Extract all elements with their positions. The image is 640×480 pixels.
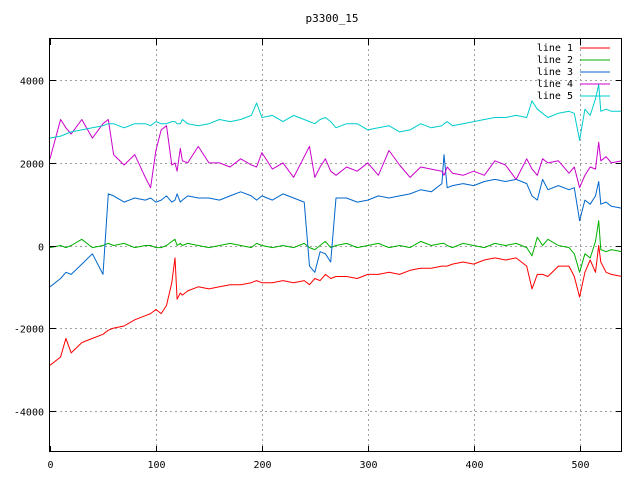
series-line-1 — [49, 245, 623, 366]
legend-label-1: line 1 — [537, 43, 573, 54]
series-line-3 — [49, 154, 623, 288]
legend-label-2: line 2 — [537, 55, 573, 66]
x-tick-label: 500 — [571, 460, 589, 471]
series-line-4 — [49, 119, 623, 189]
x-tick-label: 200 — [253, 460, 271, 471]
chart-title: p3300_15 — [306, 12, 359, 25]
series-line-5 — [49, 83, 622, 141]
x-tick-label: 0 — [47, 460, 53, 471]
y-tick-label: 4000 — [20, 77, 44, 88]
y-tick-label: -4000 — [14, 408, 44, 419]
x-tick-label: 400 — [465, 460, 483, 471]
plot-frame — [49, 38, 622, 452]
y-tick-label: 0 — [38, 243, 44, 254]
y-tick-label: -2000 — [14, 325, 44, 336]
legend-label-4: line 4 — [537, 79, 573, 90]
x-tick-label: 300 — [359, 460, 377, 471]
x-tick-label: 100 — [147, 460, 165, 471]
legend-label-3: line 3 — [537, 67, 573, 78]
series-line-2 — [49, 220, 623, 273]
axis-ticks: 0 100 200 300 400 500 -4000 -2000 0 2000 4000 — [14, 39, 622, 471]
legend-label-5: line 5 — [537, 91, 573, 102]
y-tick-label: 2000 — [20, 160, 44, 171]
series-layer — [49, 83, 623, 366]
